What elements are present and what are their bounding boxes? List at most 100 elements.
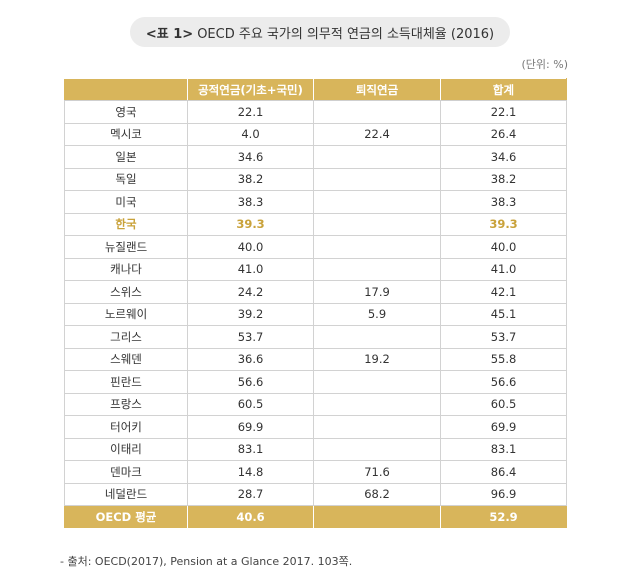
table-row: 터어키 69.9 69.9 bbox=[64, 415, 567, 439]
country-cell: 멕시코 bbox=[64, 122, 188, 146]
public-pension-cell: 60.5 bbox=[187, 392, 314, 416]
public-pension-cell: 38.3 bbox=[187, 190, 314, 214]
retirement-pension-cell: 22.4 bbox=[313, 122, 441, 146]
public-pension-cell: 56.6 bbox=[187, 370, 314, 394]
table-row: 이태리 83.1 83.1 bbox=[64, 437, 567, 461]
country-cell: 덴마크 bbox=[64, 460, 188, 484]
country-cell: 프랑스 bbox=[64, 392, 188, 416]
total-cell: 38.3 bbox=[440, 190, 567, 214]
total-cell: 52.9 bbox=[440, 505, 567, 529]
total-cell: 41.0 bbox=[440, 257, 567, 281]
table-row: 독일 38.2 38.2 bbox=[64, 167, 567, 191]
public-pension-cell: 14.8 bbox=[187, 460, 314, 484]
retirement-pension-cell: 17.9 bbox=[313, 280, 441, 304]
country-cell: 그리스 bbox=[64, 325, 188, 349]
table-row: 미국 38.3 38.3 bbox=[64, 190, 567, 214]
retirement-pension-cell bbox=[313, 505, 441, 529]
table-row: 노르웨이 39.2 5.9 45.1 bbox=[64, 302, 567, 326]
public-pension-cell: 40.0 bbox=[187, 235, 314, 259]
total-cell: 45.1 bbox=[440, 302, 567, 326]
total-cell: 69.9 bbox=[440, 415, 567, 439]
retirement-pension-cell: 19.2 bbox=[313, 347, 441, 371]
table-row: 한국 39.3 39.3 bbox=[64, 212, 567, 236]
table-row: 영국 22.1 22.1 bbox=[64, 100, 567, 124]
country-cell: 핀란드 bbox=[64, 370, 188, 394]
table-row: 뉴질랜드 40.0 40.0 bbox=[64, 235, 567, 259]
public-pension-cell: 22.1 bbox=[187, 100, 314, 124]
retirement-pension-cell bbox=[313, 325, 441, 349]
public-pension-cell: 40.6 bbox=[187, 505, 314, 529]
public-pension-cell: 53.7 bbox=[187, 325, 314, 349]
retirement-pension-cell bbox=[313, 437, 441, 461]
table-row: 그리스 53.7 53.7 bbox=[64, 325, 567, 349]
retirement-pension-cell bbox=[313, 100, 441, 124]
table-row: 캐나다 41.0 41.0 bbox=[64, 257, 567, 281]
source-note: - 출처: OECD(2017), Pension at a Glance 20… bbox=[60, 555, 353, 568]
table-row: 프랑스 60.5 60.5 bbox=[64, 392, 567, 416]
header-retirement-pension: 퇴직연금 bbox=[313, 78, 441, 101]
total-cell: 39.3 bbox=[440, 212, 567, 236]
replacement-rate-table: 공적연금(기초+국민) 퇴직연금 합계 영국 22.1 22.1 멕시코 4.0 22.4… bbox=[64, 78, 567, 529]
retirement-pension-cell bbox=[313, 190, 441, 214]
country-cell: OECD 평균 bbox=[64, 505, 188, 529]
total-cell: 40.0 bbox=[440, 235, 567, 259]
public-pension-cell: 38.2 bbox=[187, 167, 314, 191]
retirement-pension-cell bbox=[313, 257, 441, 281]
caption-prefix: <표 1> bbox=[145, 26, 194, 42]
public-pension-cell: 41.0 bbox=[187, 257, 314, 281]
public-pension-cell: 39.2 bbox=[187, 302, 314, 326]
public-pension-cell: 24.2 bbox=[187, 280, 314, 304]
total-cell: 96.9 bbox=[440, 482, 567, 506]
table-row: 스위스 24.2 17.9 42.1 bbox=[64, 280, 567, 304]
total-cell: 86.4 bbox=[440, 460, 567, 484]
header-row: 공적연금(기초+국민) 퇴직연금 합계 bbox=[64, 78, 567, 101]
average-row: OECD 평균 40.6 52.9 bbox=[64, 505, 567, 529]
public-pension-cell: 83.1 bbox=[187, 437, 314, 461]
retirement-pension-cell bbox=[313, 415, 441, 439]
retirement-pension-cell bbox=[313, 145, 441, 169]
table-row: 핀란드 56.6 56.6 bbox=[64, 370, 567, 394]
total-cell: 60.5 bbox=[440, 392, 567, 416]
public-pension-cell: 39.3 bbox=[187, 212, 314, 236]
table-row: 네덜란드 28.7 68.2 96.9 bbox=[64, 482, 567, 506]
country-cell: 한국 bbox=[64, 212, 188, 236]
country-cell: 독일 bbox=[64, 167, 188, 191]
country-cell: 스웨덴 bbox=[64, 347, 188, 371]
header-country bbox=[64, 78, 188, 101]
total-cell: 38.2 bbox=[440, 167, 567, 191]
public-pension-cell: 28.7 bbox=[187, 482, 314, 506]
caption-text: OECD 주요 국가의 의무적 연금의 소득대체율 (2016) bbox=[197, 26, 495, 42]
header-total: 합계 bbox=[440, 78, 567, 101]
total-cell: 55.8 bbox=[440, 347, 567, 371]
country-cell: 뉴질랜드 bbox=[64, 235, 188, 259]
table-row: 일본 34.6 34.6 bbox=[64, 145, 567, 169]
country-cell: 영국 bbox=[64, 100, 188, 124]
total-cell: 56.6 bbox=[440, 370, 567, 394]
public-pension-cell: 36.6 bbox=[187, 347, 314, 371]
table-row: 스웨덴 36.6 19.2 55.8 bbox=[64, 347, 567, 371]
public-pension-cell: 4.0 bbox=[187, 122, 314, 146]
total-cell: 34.6 bbox=[440, 145, 567, 169]
total-cell: 22.1 bbox=[440, 100, 567, 124]
table-caption: <표 1> OECD 주요 국가의 의무적 연금의 소득대체율 (2016) bbox=[130, 17, 510, 47]
header-public-pension: 공적연금(기초+국민) bbox=[187, 78, 314, 101]
country-cell: 네덜란드 bbox=[64, 482, 188, 506]
total-cell: 42.1 bbox=[440, 280, 567, 304]
public-pension-cell: 69.9 bbox=[187, 415, 314, 439]
retirement-pension-cell: 68.2 bbox=[313, 482, 441, 506]
retirement-pension-cell bbox=[313, 235, 441, 259]
total-cell: 83.1 bbox=[440, 437, 567, 461]
country-cell: 터어키 bbox=[64, 415, 188, 439]
country-cell: 노르웨이 bbox=[64, 302, 188, 326]
country-cell: 스위스 bbox=[64, 280, 188, 304]
total-cell: 26.4 bbox=[440, 122, 567, 146]
retirement-pension-cell bbox=[313, 392, 441, 416]
table-row: 덴마크 14.8 71.6 86.4 bbox=[64, 460, 567, 484]
retirement-pension-cell: 71.6 bbox=[313, 460, 441, 484]
country-cell: 미국 bbox=[64, 190, 188, 214]
retirement-pension-cell bbox=[313, 370, 441, 394]
country-cell: 일본 bbox=[64, 145, 188, 169]
unit-label: (단위: %) bbox=[521, 58, 568, 71]
retirement-pension-cell: 5.9 bbox=[313, 302, 441, 326]
retirement-pension-cell bbox=[313, 212, 441, 236]
